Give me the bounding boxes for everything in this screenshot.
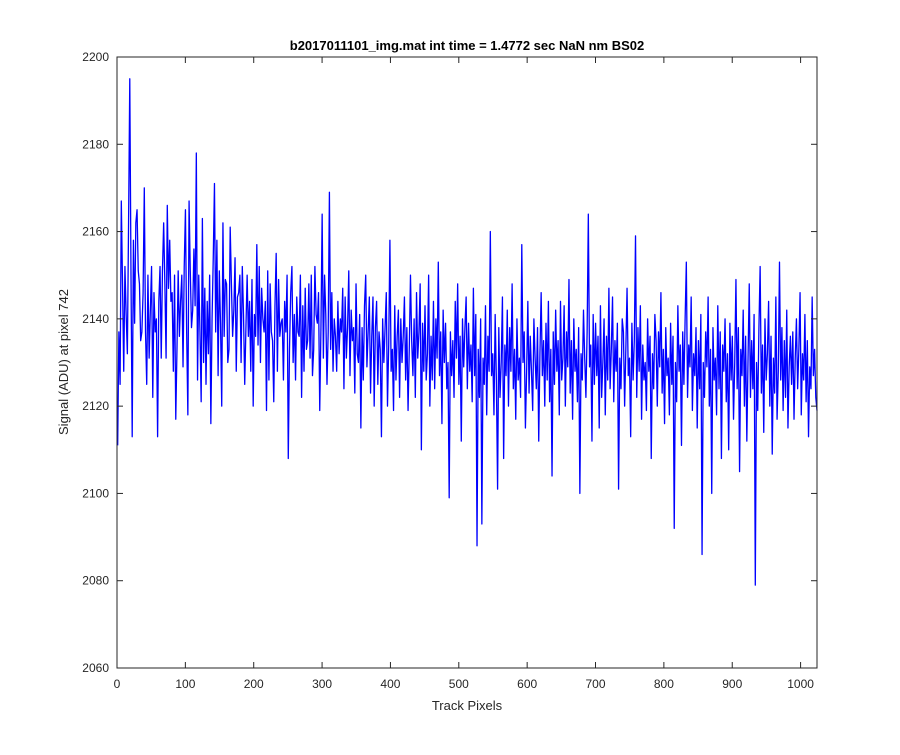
x-axis: 0 100 200 300 400 500 600 700 800 900 1000 <box>114 57 814 691</box>
x-tick-label: 300 <box>312 677 332 691</box>
x-tick-label: 500 <box>449 677 469 691</box>
y-axis: 2060 2080 2100 2120 2140 2160 2180 2200 <box>82 50 817 675</box>
chart-title: b2017011101_img.mat int time = 1.4772 se… <box>290 38 644 53</box>
x-tick-label: 400 <box>380 677 400 691</box>
x-tick-label: 600 <box>517 677 537 691</box>
y-tick-label: 2180 <box>82 137 109 151</box>
x-tick-label: 200 <box>244 677 264 691</box>
y-tick-label: 2160 <box>82 225 109 239</box>
x-tick-label: 100 <box>175 677 195 691</box>
y-tick-label: 2200 <box>82 50 109 64</box>
y-tick-label: 2100 <box>82 486 109 500</box>
x-tick-label: 900 <box>722 677 742 691</box>
x-tick-label: 700 <box>586 677 606 691</box>
y-tick-label: 2060 <box>82 661 109 675</box>
x-tick-label: 1000 <box>787 677 814 691</box>
y-tick-label: 2080 <box>82 574 109 588</box>
y-tick-label: 2120 <box>82 399 109 413</box>
series-line-0 <box>117 78 818 586</box>
y-axis-label: Signal (ADU) at pixel 742 <box>56 289 71 435</box>
y-tick-label: 2140 <box>82 312 109 326</box>
x-tick-label: 0 <box>114 677 121 691</box>
series-layer <box>117 78 818 586</box>
x-tick-label: 800 <box>654 677 674 691</box>
x-axis-label: Track Pixels <box>432 698 503 713</box>
plot-area-frame <box>116 56 818 669</box>
